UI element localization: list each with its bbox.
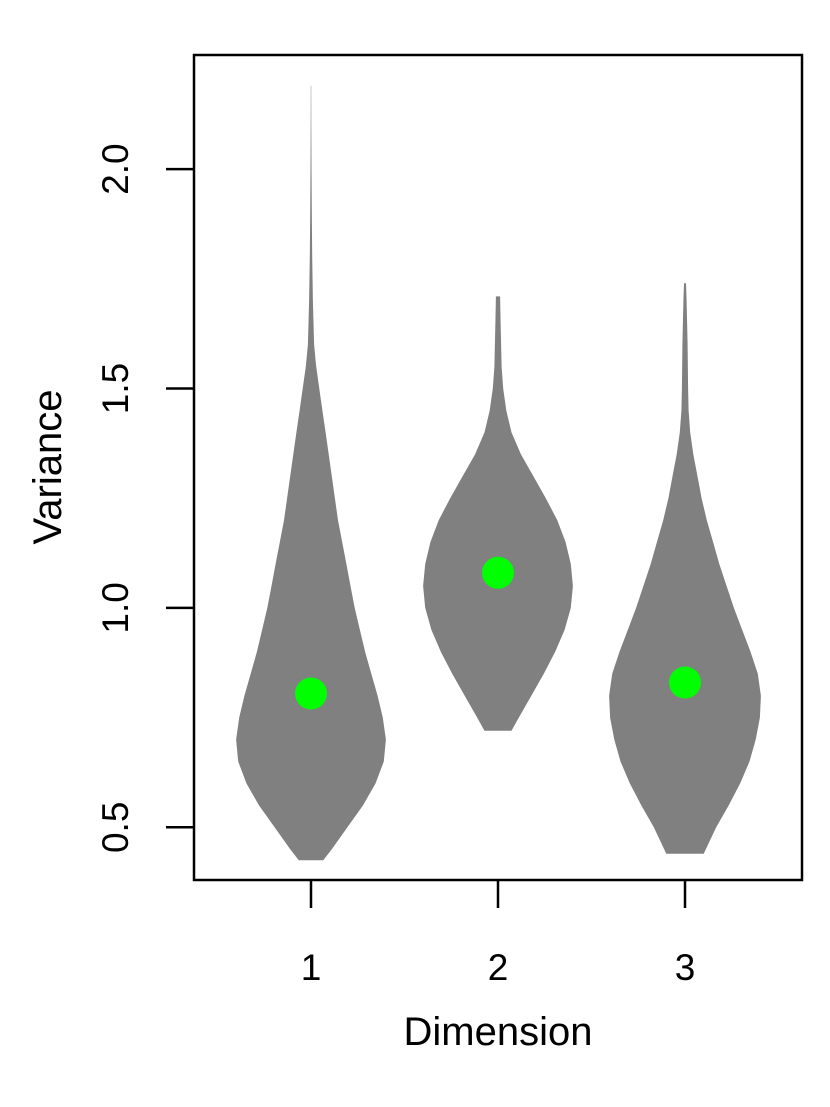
violins-group <box>236 85 761 861</box>
median-points-group <box>295 556 701 710</box>
x-axis-title: Dimension <box>404 1010 593 1054</box>
median-point-dimension-2 <box>482 556 514 589</box>
y-tick-label-1.5: 1.5 <box>95 363 136 414</box>
x-tick-label-1: 1 <box>301 947 322 988</box>
y-axis-title: Variance <box>26 390 70 545</box>
median-point-dimension-3 <box>669 666 701 699</box>
y-tick-label-0.5: 0.5 <box>95 802 136 853</box>
y-axis: 0.5 1.0 1.5 2.0 <box>95 143 194 853</box>
violin-dimension-3 <box>609 283 761 854</box>
y-tick-label-1.0: 1.0 <box>95 582 136 633</box>
x-tick-label-3: 3 <box>675 947 696 988</box>
y-tick-label-2.0: 2.0 <box>95 143 136 194</box>
x-axis: 1 2 3 <box>301 880 696 988</box>
median-point-dimension-1 <box>295 677 327 710</box>
violin-dimension-1 <box>236 85 386 861</box>
x-tick-label-2: 2 <box>488 947 509 988</box>
violin-dimension-2 <box>423 296 573 731</box>
